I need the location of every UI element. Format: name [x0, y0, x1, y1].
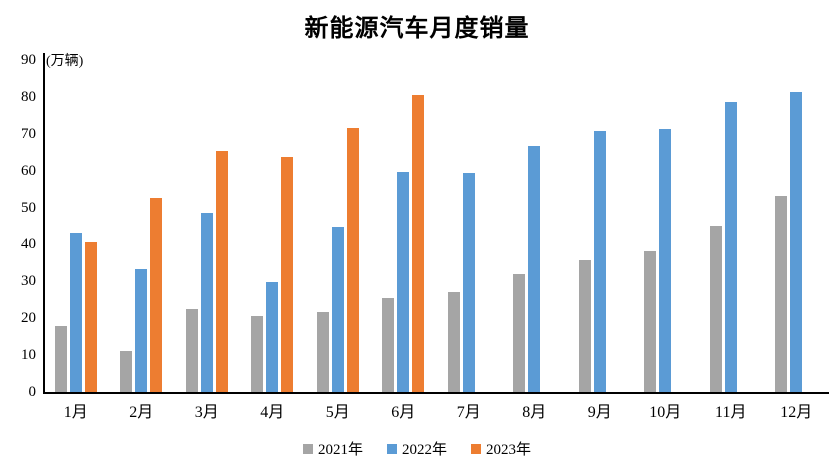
legend-item-2021年: 2021年 [302, 438, 363, 459]
chart-title: 新能源汽车月度销量 [304, 16, 530, 42]
bar-2021年-2月 [120, 351, 133, 392]
x-tick-label-1月: 1月 [63, 404, 88, 421]
legend-label: 2023年 [486, 442, 532, 458]
y-tick-label-70: 70 [21, 125, 36, 142]
y-tick-label-90: 90 [21, 52, 36, 68]
x-tick-label-10月: 10月 [649, 404, 682, 421]
bar-group-1月 [54, 60, 97, 392]
bar-2022年-9月 [593, 130, 606, 392]
legend-swatch-icon [386, 443, 397, 454]
y-tick-label-80: 80 [21, 88, 36, 105]
legend-swatch-icon [302, 443, 313, 454]
y-tick-label-20: 20 [21, 310, 36, 327]
bar-group-11月 [709, 60, 752, 392]
x-tick-label-12月: 12月 [780, 404, 813, 421]
bar-2021年-8月 [513, 273, 526, 392]
plot-area [43, 60, 829, 392]
y-tick-label-0: 0 [28, 384, 37, 400]
legend-item-2023年: 2023年 [471, 438, 531, 459]
bar-2022年-7月 [462, 173, 475, 392]
bar-2021年-4月 [251, 316, 264, 392]
bar-group-7月 [447, 60, 490, 392]
y-tick-label-60: 60 [21, 162, 36, 179]
legend-swatch-icon [471, 443, 481, 454]
bar-2021年-10月 [644, 250, 657, 392]
bar-2022年-6月 [397, 172, 410, 392]
bar-group-2月 [120, 60, 163, 392]
x-axis-line [43, 392, 829, 394]
bar-2022年-10月 [659, 128, 672, 392]
y-axis-unit-label: (万辆) [46, 54, 84, 69]
bar-2023年-2月 [150, 198, 163, 392]
bar-2021年-11月 [709, 226, 722, 392]
x-tick-label-6月: 6月 [391, 404, 416, 421]
legend-item-2022年: 2022年 [386, 438, 447, 459]
y-tick-label-30: 30 [21, 273, 36, 290]
legend-label: 2022年 [401, 442, 447, 458]
x-tick-label-4月: 4月 [260, 404, 285, 421]
bar-2023年-3月 [215, 151, 228, 392]
bar-group-5月 [316, 60, 359, 392]
bar-group-4月 [251, 60, 294, 392]
y-tick-label-50: 50 [21, 199, 36, 216]
x-tick-label-8月: 8月 [522, 404, 547, 421]
y-tick-label-10: 10 [21, 347, 36, 364]
bar-2021年-7月 [447, 292, 460, 392]
bar-2022年-11月 [724, 102, 737, 392]
x-tick-label-11月: 11月 [715, 404, 747, 421]
bar-2021年-5月 [316, 311, 329, 392]
x-tick-label-9月: 9月 [587, 404, 612, 421]
bar-2023年-6月 [412, 94, 425, 392]
bar-group-9月 [578, 60, 621, 392]
x-tick-label-2月: 2月 [129, 404, 154, 421]
bar-2021年-12月 [775, 196, 788, 392]
bar-2021年-1月 [54, 325, 67, 392]
y-tick-label-40: 40 [21, 236, 36, 253]
bar-2022年-8月 [528, 146, 541, 392]
bar-group-3月 [185, 60, 228, 392]
bar-group-8月 [513, 60, 555, 392]
x-tick-label-7月: 7月 [456, 404, 481, 421]
bar-group-10月 [644, 60, 686, 392]
x-tick-label-5月: 5月 [325, 404, 350, 421]
x-tick-label-3月: 3月 [194, 404, 219, 421]
legend: 2021年 2022年 2023年 [0, 438, 834, 459]
bar-2023年-4月 [281, 157, 294, 392]
bar-2022年-1月 [69, 233, 82, 392]
bar-group-6月 [382, 60, 425, 392]
bar-2023年-5月 [346, 127, 359, 392]
bar-2022年-3月 [200, 213, 213, 392]
bar-group-12月 [775, 60, 817, 392]
bar-2022年-5月 [331, 227, 344, 392]
legend-label: 2021年 [317, 442, 363, 458]
bar-2021年-6月 [382, 297, 395, 392]
y-axis-line [43, 53, 45, 393]
bar-2022年-2月 [135, 268, 148, 392]
bar-2022年-12月 [790, 91, 803, 392]
bar-2021年-3月 [185, 308, 198, 392]
bar-2022年-4月 [266, 281, 279, 392]
bar-2021年-9月 [578, 260, 591, 392]
bar-2023年-1月 [84, 241, 97, 392]
